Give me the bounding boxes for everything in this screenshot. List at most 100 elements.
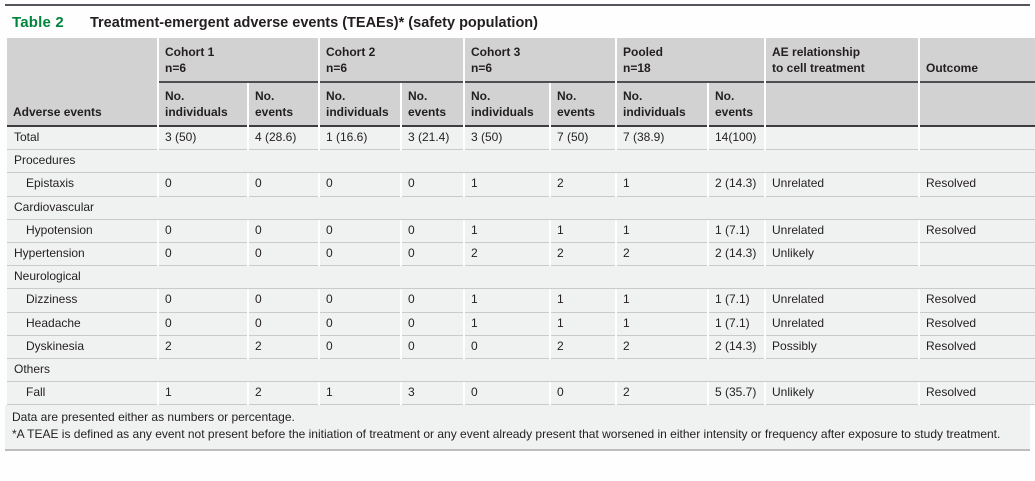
cell-value: 2 <box>617 242 707 267</box>
cell-outcome: Resolved <box>920 382 1035 406</box>
cell-value: 1 <box>159 382 247 406</box>
cell-value: 1 <box>551 289 615 313</box>
header-group-row: Adverse events Cohort 1 n=6 Cohort 2 n=6 C… <box>7 38 1035 127</box>
cell-value: 0 <box>249 242 318 267</box>
category-row: Cardiovascular <box>7 196 1035 220</box>
header-no-events: No. events <box>709 83 765 127</box>
cell-value: 0 <box>249 312 318 336</box>
cell-value: 7 (38.9) <box>617 127 707 151</box>
cell-value: 14(100) <box>709 127 765 151</box>
cell-value: 1 (7.1) <box>709 219 765 243</box>
table-footnotes: Data are presented either as numbers or … <box>5 405 1030 452</box>
cell-value: 7 (50) <box>551 127 615 151</box>
table-row: Epistaxis 0 0 0 0 1 2 1 2 (14.3) Unrelated Resolve… <box>7 173 1035 197</box>
cell-value: 3 (21.4) <box>402 127 463 151</box>
cell-value: 2 <box>249 335 318 359</box>
header-no-individuals: No. individuals <box>617 83 707 127</box>
header-sub-line: No. <box>165 89 185 104</box>
header-sub-line: individuals <box>165 104 228 119</box>
category-row: Neurological <box>7 266 1035 290</box>
cell-value: 0 <box>320 219 400 243</box>
header-group-line: n=6 <box>165 60 187 75</box>
cell-value: 5 (35.7) <box>709 382 765 406</box>
cell-value: 4 (28.6) <box>249 127 318 151</box>
cell-value: 0 <box>159 219 247 243</box>
header-sub-line: events <box>557 104 596 119</box>
cell-adverse-event: Hypotension <box>7 219 157 243</box>
top-rule <box>5 4 1030 6</box>
cell-value: 0 <box>402 173 463 197</box>
header-pooled: Pooled n=18 <box>617 38 765 83</box>
header-sub-line: events <box>255 104 294 119</box>
cell-outcome: Resolved <box>920 173 1035 197</box>
category-label: Cardiovascular <box>7 196 1035 220</box>
cell-value: 1 (7.1) <box>709 312 765 336</box>
cell-value: 0 <box>320 335 400 359</box>
cell-relationship: Unrelated <box>766 219 919 243</box>
header-group-line: Cohort 3 <box>471 45 521 60</box>
header-no-individuals: No. individuals <box>159 83 247 127</box>
header-group-line: AE relationship <box>772 45 861 60</box>
cell-relationship: Possibly <box>766 335 919 359</box>
cell-value: 0 <box>320 312 400 336</box>
category-label: Procedures <box>7 150 1035 174</box>
cell-relationship: Unlikely <box>766 242 919 267</box>
cell-value: 0 <box>159 312 247 336</box>
header-sub-line: No. <box>471 89 491 104</box>
cell-value: 1 <box>617 173 707 197</box>
header-group-line: Outcome <box>926 60 979 75</box>
header-no-individuals: No. individuals <box>320 83 400 127</box>
header-no-events: No. events <box>402 83 463 127</box>
cell-value: 0 <box>465 335 549 359</box>
header-no-events: No. events <box>551 83 615 127</box>
header-adverse-events: Adverse events <box>7 38 157 127</box>
header-sub-line: No. <box>255 89 275 104</box>
cell-value: 3 (50) <box>465 127 549 151</box>
header-sub-line: No. <box>715 89 735 104</box>
cell-value: 1 <box>551 219 615 243</box>
cell-value: 0 <box>249 219 318 243</box>
category-label: Others <box>7 358 1035 383</box>
cell-adverse-event: Dizziness <box>7 289 157 313</box>
cell-value: 1 <box>320 382 400 406</box>
header-group-line: n=6 <box>471 60 493 75</box>
cell-value: 1 <box>617 219 707 243</box>
cell-value: 2 <box>551 335 615 359</box>
cell-value: 2 <box>249 382 318 406</box>
header-no-individuals: No. individuals <box>465 83 549 127</box>
cell-value: 2 <box>551 173 615 197</box>
cell-value: 1 <box>617 289 707 313</box>
header-cohort-2: Cohort 2 n=6 <box>320 38 463 83</box>
cell-value: 1 <box>617 312 707 336</box>
cell-value: 1 <box>551 312 615 336</box>
table-title: Treatment-emergent adverse events (TEAEs… <box>89 15 538 31</box>
cell-value: 0 <box>402 312 463 336</box>
cell-value: 2 <box>617 382 707 406</box>
cell-value: 2 (14.3) <box>709 335 765 359</box>
cell-value: 0 <box>402 289 463 313</box>
cell-value: 2 (14.3) <box>709 173 765 197</box>
header-group-line: n=18 <box>623 60 651 75</box>
cell-value: 3 (50) <box>159 127 247 151</box>
cell-value: 0 <box>159 173 247 197</box>
table-row: Dyskinesia 2 2 0 0 0 2 2 2 (14.3) Possibly Resolve… <box>7 335 1035 359</box>
header-sub-row: No. individuals No. events No. individuals No.… <box>7 83 1035 127</box>
footnote-line: Data are presented either as numbers or … <box>12 410 295 425</box>
footnote-line: *A TEAE is defined as any event not pres… <box>12 427 1001 442</box>
header-sub-line: No. <box>326 89 346 104</box>
cell-outcome: Resolved <box>920 289 1035 313</box>
header-cohort-3: Cohort 3 n=6 <box>465 38 615 83</box>
header-spacer <box>920 83 1035 127</box>
cell-value: 0 <box>159 289 247 313</box>
header-group-line: Cohort 1 <box>165 45 215 60</box>
header-sub-line: events <box>408 104 447 119</box>
header-group-line: Pooled <box>623 45 664 60</box>
cell-value: 0 <box>249 289 318 313</box>
cell-value: 0 <box>465 382 549 406</box>
teae-table: Adverse events Cohort 1 n=6 Cohort 2 n=6 C… <box>5 38 1035 406</box>
cell-value: 1 (7.1) <box>709 289 765 313</box>
header-group-line: Cohort 2 <box>326 45 376 60</box>
cell-relationship: Unrelated <box>766 289 919 313</box>
cell-value: 3 <box>402 382 463 406</box>
cell-adverse-event: Dyskinesia <box>7 335 157 359</box>
